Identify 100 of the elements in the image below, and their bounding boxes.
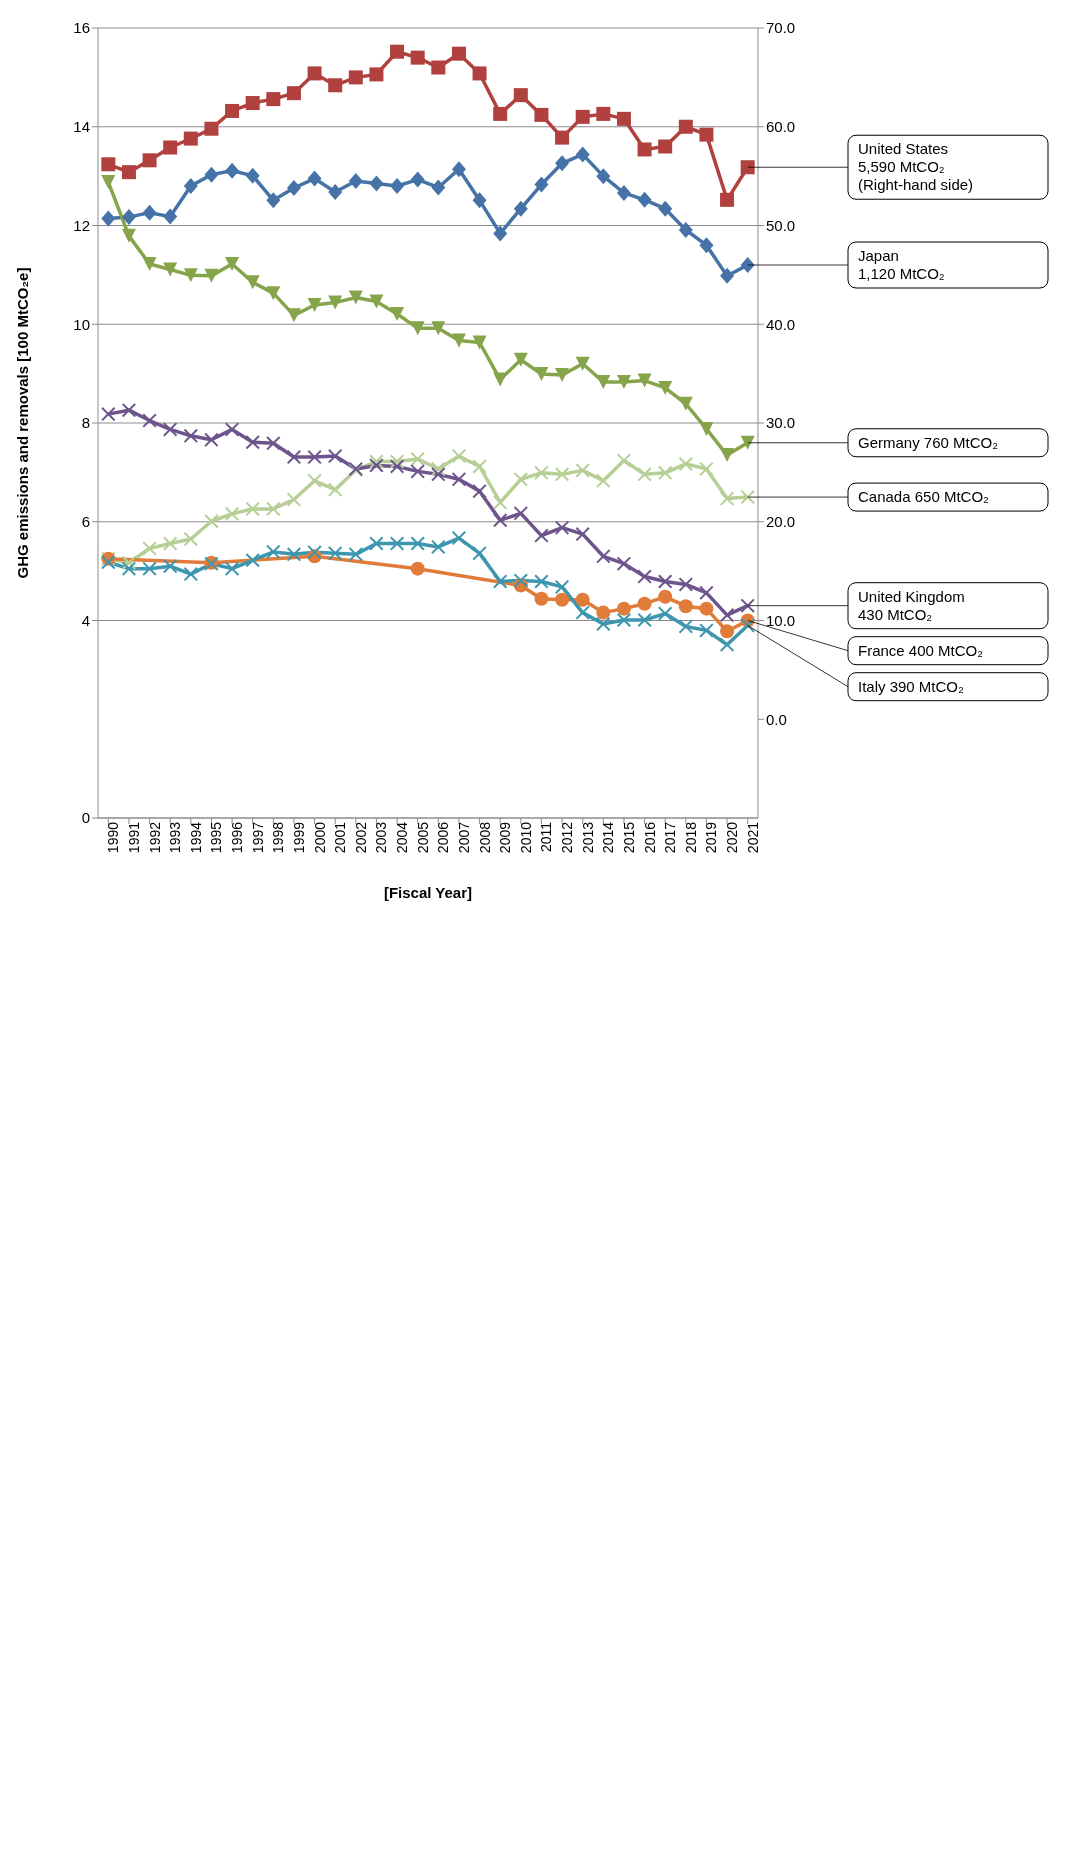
x-tick-label: 2005 [414,821,431,854]
annotation: Germany 760 MtCO₂ [858,433,999,451]
point [101,157,116,172]
point [575,463,590,478]
point [493,372,508,387]
point [431,179,446,196]
y-tick-label: 4 [81,611,90,629]
point [637,596,652,611]
point [596,375,611,390]
point [266,192,281,209]
point [472,484,487,499]
point [183,428,198,443]
point [163,422,178,437]
point [142,561,157,576]
point [658,139,673,154]
point [390,459,405,474]
point [740,435,755,450]
point [678,221,693,238]
y2-tick-label: 30.0 [766,414,796,432]
y-tick-label: 14 [73,118,90,136]
x-tick-label: 2001 [332,821,349,854]
point [410,171,425,188]
point [328,449,343,464]
point [720,192,735,207]
point [431,467,446,482]
x-tick-label: 2003 [373,821,390,854]
y2-tick-label: 40.0 [766,315,796,333]
point [616,556,631,571]
x-tick-label: 1994 [187,821,204,854]
point [575,592,590,607]
point [555,579,570,594]
point [699,127,714,142]
point [307,66,322,81]
point [266,286,281,301]
y-tick-label: 12 [73,216,90,234]
point [534,574,549,589]
point [720,448,735,463]
point [183,567,198,582]
point [245,435,260,450]
point [555,467,570,482]
point [637,373,652,388]
point [720,267,735,284]
y-tick-label: 6 [81,513,90,531]
point [204,432,219,447]
y-tick-label: 8 [81,414,90,432]
point [266,544,281,559]
x-tick-label: 1998 [270,821,287,854]
y2-tick-label: 60.0 [766,118,796,136]
x-tick-label: 1995 [208,821,225,854]
point [575,146,590,163]
point [616,111,631,126]
x-tick-label: 1999 [290,821,307,854]
point [472,66,487,81]
point [431,60,446,75]
point [204,166,219,183]
point [204,121,219,136]
point [596,168,611,185]
annotation: Japan 1,120 MtCO₂ [858,247,945,282]
point [163,262,178,277]
y2-tick-label: 70.0 [766,19,796,37]
y-tick-label: 0 [81,809,90,827]
point [225,422,240,437]
x-tick-label: 2016 [641,821,658,854]
point [493,225,508,242]
x-tick-label: 1990 [105,821,122,854]
point [410,464,425,479]
x-tick-label: 1991 [125,821,142,854]
point [513,506,528,521]
point [637,142,652,157]
point [183,131,198,146]
point [451,472,466,487]
point [534,107,549,122]
point [266,92,281,107]
annotation: France 400 MtCO₂ [858,641,984,659]
point [348,173,363,190]
y2-tick-label: 0.0 [766,710,787,728]
point [534,367,549,382]
annotation: Canada 650 MtCO₂ [858,488,990,506]
point [555,368,570,383]
x-tick-label: 1997 [249,821,266,854]
y-tick-label: 16 [73,19,90,37]
point [121,403,136,418]
point [555,130,570,145]
x-tick-label: 2013 [579,821,596,854]
point [493,106,508,121]
point [245,96,260,111]
point [410,561,425,576]
point [451,531,466,546]
x-tick-label: 2000 [311,821,328,854]
point [369,294,384,309]
point [121,555,136,570]
point [658,606,673,621]
point [658,200,673,217]
point [225,561,240,576]
point [555,520,570,535]
point [431,539,446,554]
point [390,178,405,194]
point [534,591,549,606]
point [286,547,301,562]
point [204,514,219,529]
